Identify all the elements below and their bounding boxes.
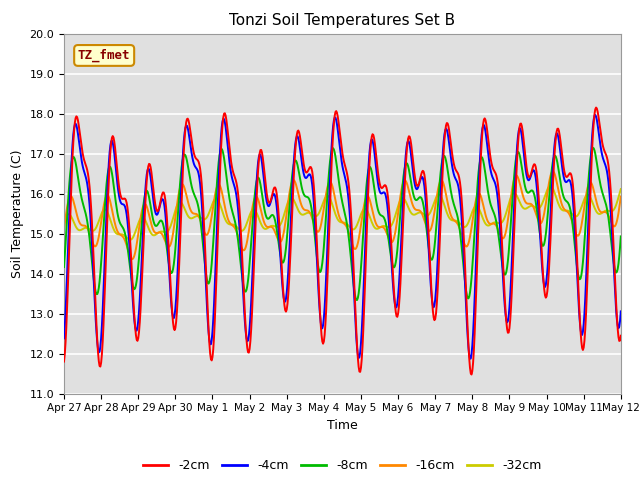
Legend: -2cm, -4cm, -8cm, -16cm, -32cm: -2cm, -4cm, -8cm, -16cm, -32cm xyxy=(138,455,547,477)
X-axis label: Time: Time xyxy=(327,419,358,432)
Title: Tonzi Soil Temperatures Set B: Tonzi Soil Temperatures Set B xyxy=(229,13,456,28)
Y-axis label: Soil Temperature (C): Soil Temperature (C) xyxy=(11,149,24,278)
Text: TZ_fmet: TZ_fmet xyxy=(78,49,131,62)
